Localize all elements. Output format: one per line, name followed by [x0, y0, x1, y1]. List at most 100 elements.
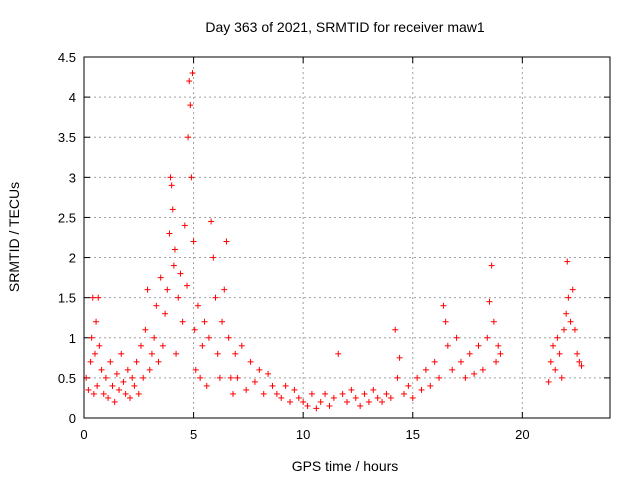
plot-frame	[83, 56, 611, 419]
data-point	[558, 374, 565, 381]
data-point	[273, 390, 280, 397]
data-point	[488, 262, 495, 269]
data-point	[191, 326, 198, 333]
data-point	[400, 390, 407, 397]
y-tick-label: 2	[69, 251, 76, 266]
data-point	[177, 270, 184, 277]
data-point	[210, 254, 217, 261]
data-point	[547, 358, 554, 365]
y-tick-label: 3	[69, 170, 76, 185]
data-point	[495, 342, 502, 349]
data-point	[449, 366, 456, 373]
data-point	[137, 342, 144, 349]
x-tick-label: 5	[190, 427, 197, 442]
data-point	[326, 402, 333, 409]
data-point	[144, 286, 151, 293]
data-point	[146, 366, 153, 373]
data-point	[497, 350, 504, 357]
data-point	[453, 334, 460, 341]
data-point	[216, 374, 223, 381]
data-point	[479, 366, 486, 373]
data-point	[440, 302, 447, 309]
data-point	[208, 218, 215, 225]
y-tick-label: 4.5	[58, 50, 76, 65]
data-point	[490, 318, 497, 325]
data-point	[560, 326, 567, 333]
data-point	[153, 302, 160, 309]
data-point	[545, 378, 552, 385]
data-point	[199, 342, 206, 349]
data-point	[124, 366, 131, 373]
data-point	[194, 302, 201, 309]
x-axis-label: GPS time / hours	[292, 458, 399, 474]
data-point	[578, 362, 585, 369]
data-point	[197, 374, 204, 381]
data-point	[260, 390, 267, 397]
data-point	[159, 342, 166, 349]
data-point	[188, 174, 195, 181]
data-point	[148, 350, 155, 357]
data-point	[251, 378, 258, 385]
data-point	[317, 398, 324, 405]
data-point	[571, 326, 578, 333]
data-point	[335, 350, 342, 357]
data-point	[552, 366, 559, 373]
data-point	[171, 246, 178, 253]
data-point	[186, 78, 193, 85]
chart-title: Day 363 of 2021, SRMTID for receiver maw…	[205, 19, 485, 35]
x-tick-label: 15	[406, 427, 420, 442]
data-point	[175, 294, 182, 301]
data-point	[374, 394, 381, 401]
data-point	[405, 382, 412, 389]
data-point	[486, 298, 493, 305]
data-point	[322, 390, 329, 397]
data-point	[157, 274, 164, 281]
data-point	[564, 258, 571, 265]
y-tick-label: 1	[69, 331, 76, 346]
data-point	[109, 382, 116, 389]
data-point	[95, 294, 102, 301]
data-point	[554, 334, 561, 341]
data-point	[414, 374, 421, 381]
data-point	[88, 334, 95, 341]
data-point	[129, 374, 136, 381]
data-point	[94, 382, 101, 389]
data-point	[565, 294, 572, 301]
data-point	[444, 342, 451, 349]
data-point	[431, 358, 438, 365]
data-point	[187, 102, 194, 109]
data-point	[181, 222, 188, 229]
data-points	[83, 70, 585, 412]
data-point	[120, 378, 127, 385]
data-point	[475, 342, 482, 349]
data-point	[304, 402, 311, 409]
data-point	[563, 310, 570, 317]
data-point	[576, 358, 583, 365]
data-point	[173, 350, 180, 357]
data-point	[105, 394, 112, 401]
data-point	[201, 318, 208, 325]
data-point	[308, 390, 315, 397]
data-point	[192, 366, 199, 373]
data-point	[256, 366, 263, 373]
data-point	[379, 398, 386, 405]
data-point	[140, 374, 147, 381]
data-point	[436, 374, 443, 381]
data-point	[189, 70, 196, 77]
data-point	[133, 358, 140, 365]
data-point	[135, 390, 142, 397]
data-point	[352, 394, 359, 401]
data-point	[466, 350, 473, 357]
data-point	[219, 318, 226, 325]
data-point	[394, 374, 401, 381]
data-point	[151, 334, 158, 341]
data-point	[169, 206, 176, 213]
data-point	[107, 358, 114, 365]
data-point	[243, 386, 250, 393]
data-point	[550, 342, 557, 349]
axis-tick-labels: 0 5 10 15 20 0 0.5 1 1.5 2 2.5 3 3.5 4 4.5	[58, 50, 530, 442]
y-tick-label: 2.5	[58, 210, 76, 225]
data-point	[409, 394, 416, 401]
